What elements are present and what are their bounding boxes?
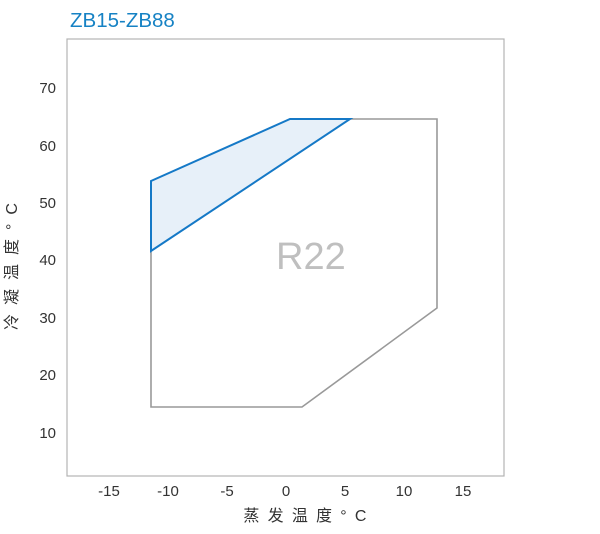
svg-text:10: 10 [396, 483, 413, 500]
svg-text:蒸发温度°C: 蒸发温度°C [243, 507, 374, 525]
svg-text:10: 10 [39, 425, 56, 442]
svg-text:R22: R22 [276, 236, 346, 278]
svg-text:-10: -10 [157, 483, 179, 500]
svg-text:30: 30 [39, 310, 56, 327]
svg-text:5: 5 [341, 483, 349, 500]
svg-text:冷凝温度°C: 冷凝温度°C [3, 194, 21, 330]
svg-text:60: 60 [39, 138, 56, 155]
svg-text:-15: -15 [98, 483, 120, 500]
svg-text:50: 50 [39, 195, 56, 212]
svg-text:0: 0 [282, 483, 290, 500]
svg-text:70: 70 [39, 80, 56, 97]
svg-text:15: 15 [455, 483, 472, 500]
svg-text:20: 20 [39, 367, 56, 384]
svg-text:-5: -5 [220, 483, 233, 500]
svg-text:40: 40 [39, 252, 56, 269]
